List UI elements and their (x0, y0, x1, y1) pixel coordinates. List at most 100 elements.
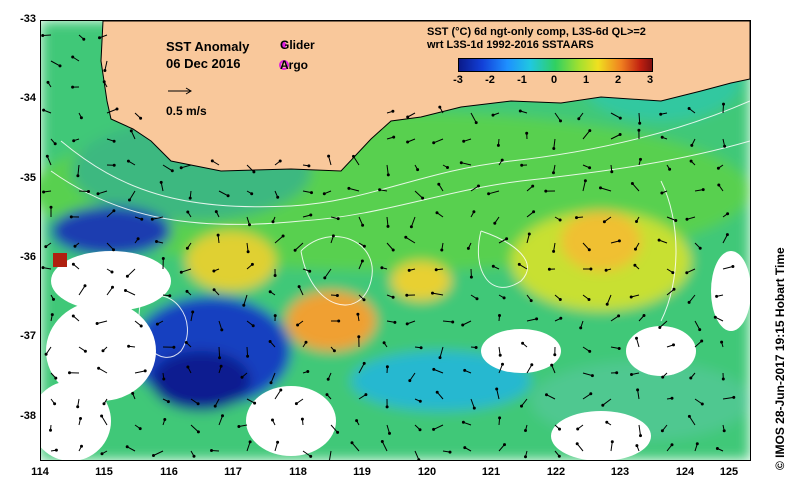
velocity-arrow-head (83, 284, 87, 288)
velocity-arrow-head (437, 182, 441, 186)
velocity-arrow-head (112, 209, 116, 213)
velocity-arrow-head (268, 340, 272, 343)
velocity-arrow-head (431, 291, 434, 295)
velocity-arrow-head (459, 161, 463, 165)
velocity-arrow-head (71, 55, 75, 59)
velocity-arrow-head (54, 448, 58, 452)
velocity-arrow-head (332, 349, 336, 353)
velocity-arrow (414, 450, 420, 460)
velocity-arrow-head (715, 294, 719, 298)
velocity-arrow-head (210, 159, 214, 163)
velocity-arrow-head (103, 69, 107, 72)
velocity-arrow-head (191, 310, 195, 314)
velocity-arrow-head (42, 190, 46, 194)
velocity-arrow-head (170, 169, 174, 173)
velocity-arrow-head (309, 213, 313, 217)
colorbar-tick: -2 (485, 74, 495, 86)
velocity-arrow-head (112, 248, 115, 252)
velocity-arrow (659, 320, 668, 328)
velocity-arrow-head (583, 179, 587, 183)
velocity-arrow-head (610, 440, 614, 444)
velocity-arrow-head (700, 402, 704, 406)
velocity-arrow-head (53, 402, 57, 406)
velocity-arrow-head (587, 248, 591, 252)
velocity-arrow-head (638, 121, 642, 125)
legend-glider-label: Glider (280, 38, 315, 52)
velocity-arrow-head (83, 349, 87, 353)
velocity-arrow-head (500, 158, 504, 162)
velocity-arrow-head (577, 117, 581, 121)
velocity-arrow-head (698, 328, 702, 332)
argo-marker (279, 60, 289, 70)
velocity-arrow-head (408, 379, 412, 383)
velocity-arrow-head (601, 403, 605, 407)
velocity-arrow-head (49, 205, 53, 209)
velocity-arrow-head (491, 264, 495, 268)
velocity-arrow-head (79, 116, 83, 120)
velocity-arrow (152, 216, 164, 220)
lon-label: 118 (289, 466, 307, 478)
velocity-arrow-head (432, 141, 436, 145)
velocity-arrow-head (44, 245, 48, 249)
velocity-arrow-head (76, 405, 80, 409)
velocity-arrow-head (524, 429, 527, 432)
velocity-arrow (274, 389, 282, 400)
velocity-arrow-head (392, 135, 396, 139)
glider-marker (281, 41, 287, 49)
velocity-arrow-head (250, 262, 254, 266)
velocity-arrow-head (550, 363, 554, 367)
velocity-arrow-head (276, 440, 280, 444)
velocity-arrow-head (687, 107, 691, 110)
velocity-arrow (190, 424, 199, 433)
velocity-arrow-head (487, 192, 491, 196)
velocity-scale-label: 0.5 m/s (166, 104, 207, 118)
velocity-arrow-head (335, 294, 339, 297)
velocity-arrow-head (448, 450, 452, 454)
velocity-arrow-head (386, 224, 390, 228)
velocity-arrow-head (722, 102, 725, 106)
colorbar-subtitle: wrt L3S-1d 1992-2016 SSTAARS (427, 39, 594, 51)
lon-label: 124 (675, 466, 695, 478)
velocity-arrow-head (576, 427, 580, 431)
velocity-arrow-head (469, 275, 473, 279)
velocity-arrow-head (79, 417, 82, 420)
velocity-arrow-head (451, 320, 455, 324)
velocity-arrow-head (360, 259, 364, 263)
velocity-arrow-head (589, 392, 593, 396)
velocity-arrow (582, 393, 592, 400)
velocity-arrow-head (304, 340, 308, 344)
velocity-arrow (461, 162, 472, 166)
velocity-arrow-head (73, 244, 77, 248)
velocity-arrow (358, 363, 365, 374)
velocity-arrow-head (352, 154, 355, 158)
velocity-arrow (77, 164, 80, 176)
velocity-arrow (190, 311, 194, 322)
velocity-arrow-head (731, 265, 735, 268)
velocity-arrow-head (687, 414, 691, 418)
velocity-arrow-head (322, 192, 326, 196)
velocity-arrow-head (421, 196, 425, 200)
velocity-arrow-head (155, 240, 158, 243)
velocity-arrow-head (658, 326, 662, 329)
velocity-arrow-head (100, 452, 104, 456)
velocity-arrow-head (326, 377, 330, 381)
velocity-arrow-head (242, 303, 246, 307)
velocity-arrow-head (407, 268, 411, 272)
lon-label: 120 (417, 466, 437, 478)
velocity-arrow-head (409, 225, 413, 229)
velocity-arrow-head (553, 353, 557, 357)
velocity-arrow-head (138, 427, 142, 431)
velocity-arrow-head (434, 268, 438, 272)
velocity-arrow-head (405, 322, 409, 326)
velocity-arrow-head (271, 418, 274, 422)
velocity-arrow-head (636, 388, 640, 392)
velocity-arrow-head (186, 210, 190, 214)
velocity-arrow-head (634, 247, 637, 251)
velocity-arrow-head (713, 315, 717, 319)
velocity-arrow (498, 364, 503, 374)
velocity-arrow-head (297, 285, 301, 289)
velocity-arrow (553, 138, 556, 149)
velocity-arrow-head (432, 367, 436, 371)
velocity-arrow (688, 294, 696, 303)
velocity-arrow-head (87, 190, 90, 193)
